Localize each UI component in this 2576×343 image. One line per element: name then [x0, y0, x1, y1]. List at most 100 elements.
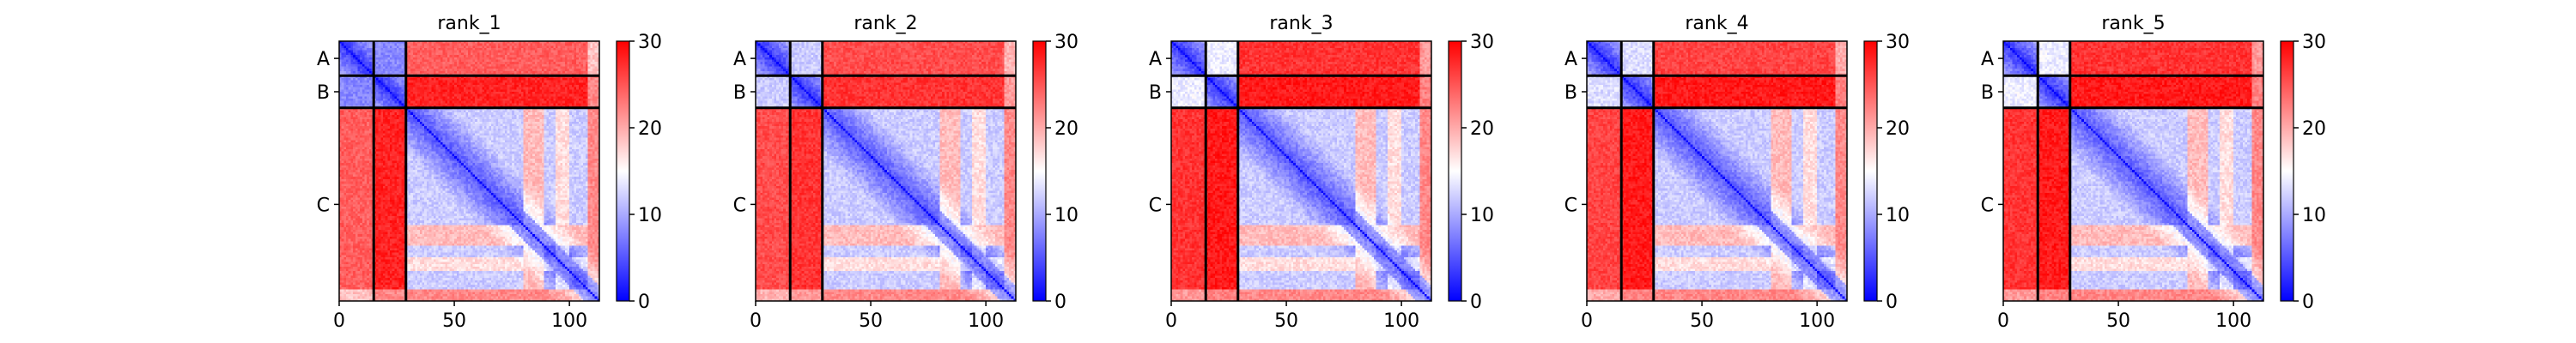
- heatmap-cell: [595, 62, 598, 64]
- heatmap-cell: [583, 48, 586, 51]
- heatmap-cell: [379, 64, 381, 67]
- heatmap-cell: [427, 55, 429, 57]
- heatmap-cell: [482, 44, 484, 46]
- heatmap-cell: [595, 52, 598, 55]
- heatmap-cell: [440, 57, 443, 60]
- heatmap-cell: [350, 52, 353, 55]
- heatmap-cell: [521, 45, 524, 48]
- heatmap-cell: [565, 57, 568, 60]
- heatmap-cell: [397, 71, 399, 74]
- heatmap-cell: [482, 59, 484, 62]
- heatmap-cell: [376, 67, 379, 69]
- heatmap-cell: [539, 59, 542, 62]
- heatmap-cell: [484, 57, 487, 60]
- heatmap-cell: [408, 44, 410, 46]
- heatmap-cell: [367, 55, 369, 57]
- heatmap-cell: [434, 57, 436, 60]
- heatmap-cell: [447, 64, 450, 67]
- heatmap-cell: [556, 64, 558, 67]
- heatmap-cell: [465, 52, 468, 55]
- heatmap-cell: [408, 67, 410, 69]
- heatmap-cell: [498, 71, 501, 74]
- heatmap-cell: [592, 69, 595, 71]
- heatmap-cell: [394, 62, 397, 64]
- heatmap-cell: [387, 64, 390, 67]
- heatmap-cell: [379, 45, 381, 48]
- heatmap-cell: [595, 45, 598, 48]
- heatmap-cell: [477, 57, 480, 60]
- heatmap-cell: [528, 45, 531, 48]
- heatmap-cell: [360, 59, 362, 62]
- heatmap-cell: [475, 55, 477, 57]
- heatmap-cell: [438, 44, 440, 46]
- heatmap-cell: [473, 69, 476, 71]
- heatmap-cell: [429, 55, 432, 57]
- heatmap-cell: [424, 52, 427, 55]
- heatmap-cell: [386, 71, 388, 74]
- heatmap-cell: [360, 45, 362, 48]
- heatmap-cell: [558, 52, 561, 55]
- heatmap-cell: [588, 62, 591, 64]
- heatmap-cell: [475, 62, 477, 64]
- heatmap-cell: [353, 57, 355, 60]
- heatmap-cell: [379, 67, 381, 69]
- heatmap-cell: [482, 51, 484, 53]
- heatmap-cell: [494, 69, 496, 71]
- heatmap-cell: [509, 52, 512, 55]
- heatmap-cell: [531, 67, 533, 69]
- heatmap-cell: [531, 71, 533, 74]
- heatmap-cell: [528, 69, 531, 71]
- heatmap-cell: [556, 55, 558, 57]
- heatmap-cell: [461, 71, 464, 74]
- heatmap-cell: [386, 59, 388, 62]
- heatmap-cell: [480, 71, 483, 74]
- heatmap-cell: [484, 62, 487, 64]
- heatmap-cell: [489, 55, 491, 57]
- heatmap-cell: [434, 71, 436, 74]
- heatmap-cell: [355, 57, 358, 60]
- heatmap-cell: [526, 67, 528, 69]
- heatmap-cell: [383, 59, 386, 62]
- heatmap-cell: [528, 48, 531, 51]
- heatmap-cell: [495, 51, 498, 53]
- heatmap-cell: [546, 67, 549, 69]
- heatmap-cell: [574, 51, 577, 53]
- heatmap-cell: [491, 57, 494, 60]
- heatmap-cell: [387, 71, 390, 74]
- heatmap-cell: [376, 44, 379, 46]
- heatmap-cell: [556, 45, 558, 48]
- heatmap-cell: [397, 57, 399, 60]
- heatmap-cell: [353, 44, 355, 46]
- heatmap-cell: [539, 55, 542, 57]
- heatmap-cell: [489, 59, 491, 62]
- heatmap-cell: [595, 69, 598, 71]
- heatmap-cell: [365, 64, 368, 67]
- heatmap-cell: [539, 45, 542, 48]
- heatmap-cell: [505, 67, 507, 69]
- heatmap-cell: [495, 67, 498, 69]
- heatmap-cell: [429, 62, 432, 64]
- heatmap-cell: [583, 52, 586, 55]
- heatmap-cell: [558, 55, 561, 57]
- heatmap-cell: [390, 51, 392, 53]
- heatmap-cell: [574, 62, 577, 64]
- heatmap-cell: [569, 48, 572, 51]
- heatmap-cell: [413, 52, 416, 55]
- heatmap-cell: [507, 64, 510, 67]
- heatmap-cell: [397, 64, 399, 67]
- heatmap-cell: [535, 69, 538, 71]
- heatmap-cell: [369, 44, 372, 46]
- heatmap-cell: [392, 57, 395, 60]
- heatmap-cell: [516, 69, 519, 71]
- heatmap-cell: [362, 71, 365, 74]
- heatmap-cell: [595, 57, 598, 60]
- heatmap-cell: [343, 64, 346, 67]
- heatmap-cell: [401, 62, 404, 64]
- heatmap-cell: [410, 59, 413, 62]
- heatmap-cell: [528, 62, 531, 64]
- heatmap-cell: [477, 69, 480, 71]
- heatmap-cell: [546, 59, 549, 62]
- heatmap-cell: [509, 71, 512, 74]
- heatmap-cell: [459, 48, 461, 51]
- heatmap-cell: [532, 44, 535, 46]
